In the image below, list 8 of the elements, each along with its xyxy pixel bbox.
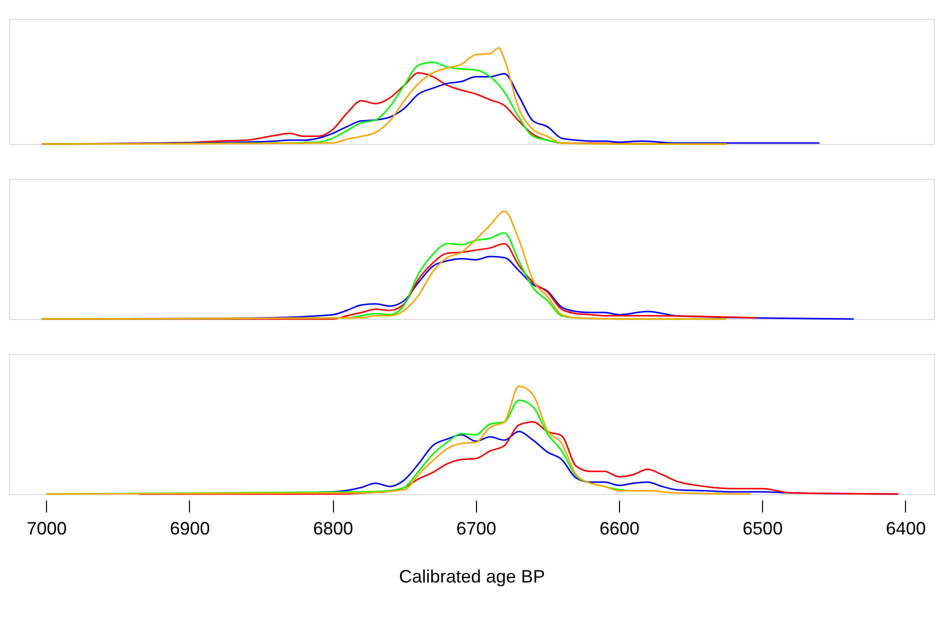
x-tick-label: 6700 <box>456 518 496 538</box>
x-tick-label: 6600 <box>599 518 640 538</box>
x-tick-label: 6900 <box>170 518 210 538</box>
x-tick-label: 6400 <box>886 518 926 538</box>
x-axis-title: Calibrated age BP <box>398 566 546 586</box>
x-tick-label: 6800 <box>313 518 354 538</box>
x-tick-label: 7000 <box>26 518 67 538</box>
x-tick-label: 6500 <box>742 518 783 538</box>
